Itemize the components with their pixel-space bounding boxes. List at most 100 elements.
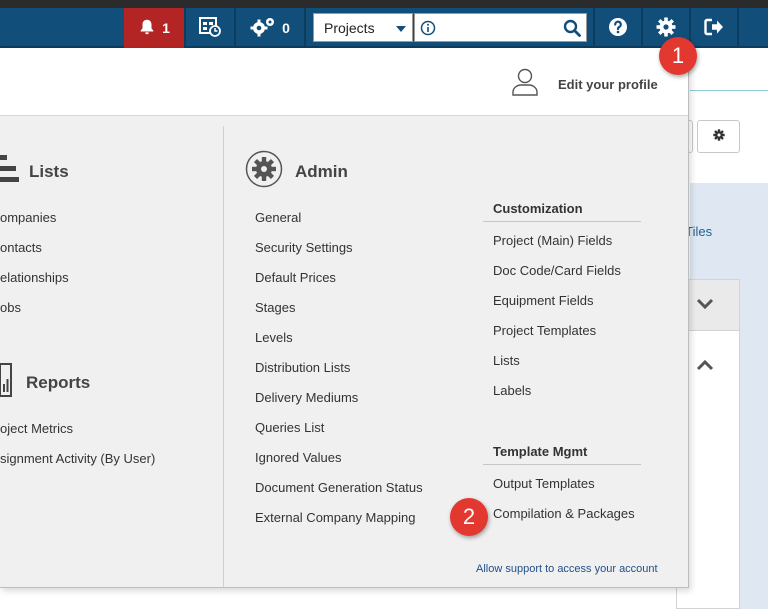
question-icon: [608, 17, 628, 40]
lists-title: Lists: [29, 162, 69, 181]
menu-item-queries-list[interactable]: Queries List: [255, 418, 423, 448]
page-settings-button[interactable]: [697, 120, 740, 153]
project-select-value: Projects: [324, 19, 375, 36]
menu-item-label[interactable]: General: [255, 210, 302, 225]
gear-icon: [656, 17, 676, 40]
nav-separator: [184, 8, 186, 48]
menu-item-jobs[interactable]: obs: [0, 298, 69, 328]
callout-badge-2: 2: [450, 498, 488, 536]
admin-gear-icon: [245, 150, 283, 193]
menu-item-general[interactable]: General: [255, 208, 423, 238]
menu-item-label[interactable]: Levels: [255, 330, 293, 345]
window-top-strip: [0, 0, 768, 8]
menu-item-label[interactable]: Document Generation Status: [255, 480, 423, 495]
menu-item-ignored-values[interactable]: Ignored Values: [255, 448, 423, 478]
gears-icon: [250, 16, 276, 41]
menu-item-label[interactable]: Delivery Mediums: [255, 390, 359, 405]
menu-item-project-metrics[interactable]: oject Metrics: [0, 419, 155, 449]
lists-menu: ompanies ontacts elationships obs: [0, 208, 69, 328]
menu-item-label[interactable]: Distribution Lists: [255, 360, 351, 375]
nav-separator: [737, 8, 739, 48]
profile-header: Edit your profile: [0, 48, 688, 116]
jobs-count: 0: [282, 20, 290, 36]
menu-item-label[interactable]: Equipment Fields: [493, 293, 594, 308]
calendar-clock-icon: [198, 16, 222, 41]
chevron-up-icon[interactable]: [696, 358, 714, 376]
search-input[interactable]: [414, 13, 587, 42]
nav-separator: [641, 8, 643, 48]
menu-item-label[interactable]: Security Settings: [255, 240, 353, 255]
bell-icon: [138, 18, 156, 39]
menu-item-label[interactable]: Project Templates: [493, 323, 597, 338]
help-button[interactable]: [595, 8, 641, 48]
menu-item-equipment-fields[interactable]: Equipment Fields: [493, 291, 621, 321]
notifications-button[interactable]: 1: [124, 8, 184, 48]
menu-item-external-company-mapping[interactable]: External Company Mapping: [255, 508, 423, 538]
menu-item-default-prices[interactable]: Default Prices: [255, 268, 423, 298]
menu-item-delivery-mediums[interactable]: Delivery Mediums: [255, 388, 423, 418]
menu-item-label[interactable]: obs: [0, 300, 21, 315]
menu-item-label[interactable]: ontacts: [0, 240, 42, 255]
user-icon: [510, 67, 540, 102]
chevron-down-icon[interactable]: [696, 297, 714, 315]
menu-item-companies[interactable]: ompanies: [0, 208, 69, 238]
nav-separator: [234, 8, 236, 48]
menu-item-label[interactable]: Stages: [255, 300, 296, 315]
menu-item-label[interactable]: External Company Mapping: [255, 510, 416, 525]
schedule-button[interactable]: [186, 8, 234, 48]
edit-profile-link[interactable]: Edit your profile: [510, 67, 658, 102]
page-divider: [690, 90, 768, 91]
menu-item-label[interactable]: Queries List: [255, 420, 325, 435]
menu-item-label[interactable]: Output Templates: [493, 476, 595, 491]
project-select[interactable]: Projects: [313, 13, 413, 42]
menu-item-labels[interactable]: Labels: [493, 381, 621, 411]
menu-item-label[interactable]: Default Prices: [255, 270, 336, 285]
settings-button[interactable]: [643, 8, 689, 48]
menu-item-label[interactable]: Project (Main) Fields: [493, 233, 613, 248]
notifications-count: 1: [162, 20, 170, 36]
header-rule: [483, 221, 641, 222]
allow-support-access-link[interactable]: Allow support to access your account: [476, 563, 658, 575]
menu-item-distribution-lists[interactable]: Distribution Lists: [255, 358, 423, 388]
menu-item-levels[interactable]: Levels: [255, 328, 423, 358]
menu-item-lists[interactable]: Lists: [493, 351, 621, 381]
menu-item-label[interactable]: Compilation & Packages: [493, 506, 635, 521]
menu-item-compilation-packages[interactable]: Compilation & Packages: [493, 504, 635, 534]
reports-title: Reports: [26, 373, 91, 392]
edit-profile-label: Edit your profile: [558, 77, 658, 92]
logout-icon: [703, 17, 725, 40]
menu-item-label[interactable]: Ignored Values: [255, 450, 342, 465]
search-icon[interactable]: [563, 19, 581, 42]
callout-badge-1: 1: [659, 37, 697, 75]
admin-title: Admin: [295, 162, 348, 181]
menu-item-label[interactable]: oject Metrics: [0, 421, 73, 436]
gear-icon: [712, 128, 725, 146]
menu-item-security-settings[interactable]: Security Settings: [255, 238, 423, 268]
menu-item-project-main-fields[interactable]: Project (Main) Fields: [493, 231, 621, 261]
menu-item-relationships[interactable]: elationships: [0, 268, 69, 298]
settings-dropdown-menu: Edit your profile: [0, 48, 689, 588]
menu-item-project-templates[interactable]: Project Templates: [493, 321, 621, 351]
background-jobs-button[interactable]: 0: [236, 8, 304, 48]
menu-item-label[interactable]: Labels: [493, 383, 532, 398]
menu-item-output-templates[interactable]: Output Templates: [493, 474, 635, 504]
header-rule: [483, 464, 641, 465]
menu-item-label[interactable]: elationships: [0, 270, 69, 285]
menu-item-doc-code-card-fields[interactable]: Doc Code/Card Fields: [493, 261, 621, 291]
menu-item-contacts[interactable]: ontacts: [0, 238, 69, 268]
template-mgmt-header: Template Mgmt: [493, 444, 588, 459]
menu-item-label[interactable]: ompanies: [0, 210, 57, 225]
report-icon: [0, 362, 14, 403]
customization-header: Customization: [493, 201, 583, 216]
menu-item-label[interactable]: Doc Code/Card Fields: [493, 263, 621, 278]
info-icon[interactable]: [420, 20, 436, 41]
template-mgmt-menu: Output Templates Compilation & Packages: [493, 474, 635, 534]
list-icon: [0, 153, 20, 190]
menu-item-assignment-activity[interactable]: signment Activity (By User): [0, 449, 155, 479]
menu-item-stages[interactable]: Stages: [255, 298, 423, 328]
menu-item-label[interactable]: signment Activity (By User): [0, 451, 156, 466]
menu-item-document-generation-status[interactable]: Document Generation Status: [255, 478, 423, 508]
nav-separator: [689, 8, 691, 48]
logout-button[interactable]: [691, 8, 737, 48]
menu-item-label[interactable]: Lists: [493, 353, 520, 368]
